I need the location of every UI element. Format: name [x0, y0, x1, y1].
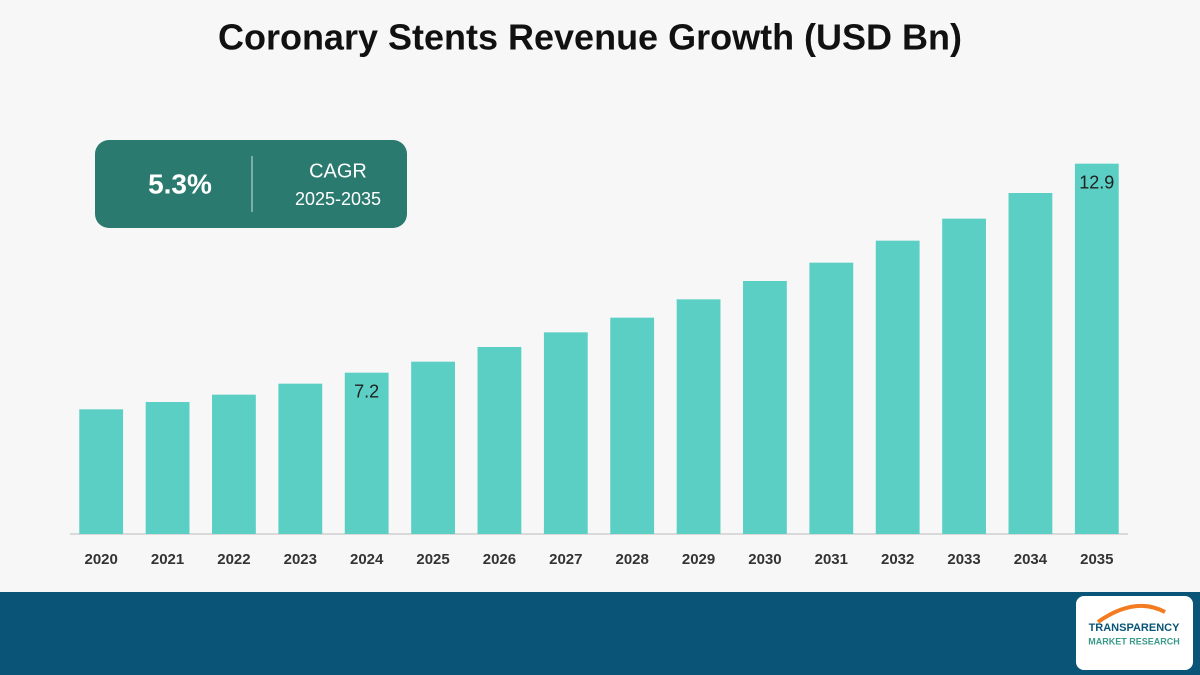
background — [0, 0, 1200, 592]
x-tick-label: 2024 — [350, 551, 384, 568]
x-tick-label: 2033 — [947, 551, 980, 568]
bar — [543, 332, 588, 534]
bar — [278, 383, 323, 534]
value-label: 7.2 — [354, 381, 379, 401]
bar — [1008, 193, 1053, 534]
x-tick-label: 2022 — [217, 551, 250, 568]
bar — [875, 240, 920, 534]
chart-title: Coronary Stents Revenue Growth (USD Bn) — [218, 17, 962, 58]
callout-label: CAGR — [309, 160, 367, 182]
x-tick-label: 2021 — [151, 551, 184, 568]
bar — [477, 347, 522, 534]
logo-box — [1076, 596, 1193, 670]
x-tick-label: 2034 — [1014, 551, 1048, 568]
bar — [942, 218, 986, 534]
bar — [145, 402, 190, 534]
bar — [1074, 163, 1119, 534]
bar — [411, 361, 455, 534]
bar — [676, 299, 721, 534]
callout-box — [95, 140, 407, 228]
x-tick-label: 2035 — [1080, 551, 1113, 568]
logo-swoosh — [1096, 604, 1166, 624]
logo-subtitle: MARKET RESEARCH — [1088, 636, 1180, 646]
x-tick-label: 2029 — [682, 551, 715, 568]
x-tick-label: 2027 — [549, 551, 582, 568]
callout-value: 5.3% — [148, 168, 212, 199]
footer-band — [0, 592, 1200, 675]
x-tick-label: 2030 — [748, 551, 781, 568]
x-tick-label: 2031 — [815, 551, 848, 568]
x-tick-label: 2025 — [416, 551, 449, 568]
bar — [610, 317, 655, 534]
x-tick-label: 2023 — [284, 551, 317, 568]
callout-period: 2025-2035 — [295, 189, 381, 209]
bar — [212, 394, 256, 534]
x-tick-label: 2028 — [616, 551, 649, 568]
bar — [344, 372, 389, 534]
logo-name: TRANSPARENCY — [1089, 622, 1181, 634]
value-label: 12.9 — [1079, 172, 1114, 192]
x-tick-label: 2026 — [483, 551, 516, 568]
bar — [809, 262, 854, 534]
x-tick-label: 2032 — [881, 551, 914, 568]
x-tick-label: 2020 — [85, 551, 118, 568]
bar — [79, 409, 124, 534]
bar — [743, 281, 787, 534]
